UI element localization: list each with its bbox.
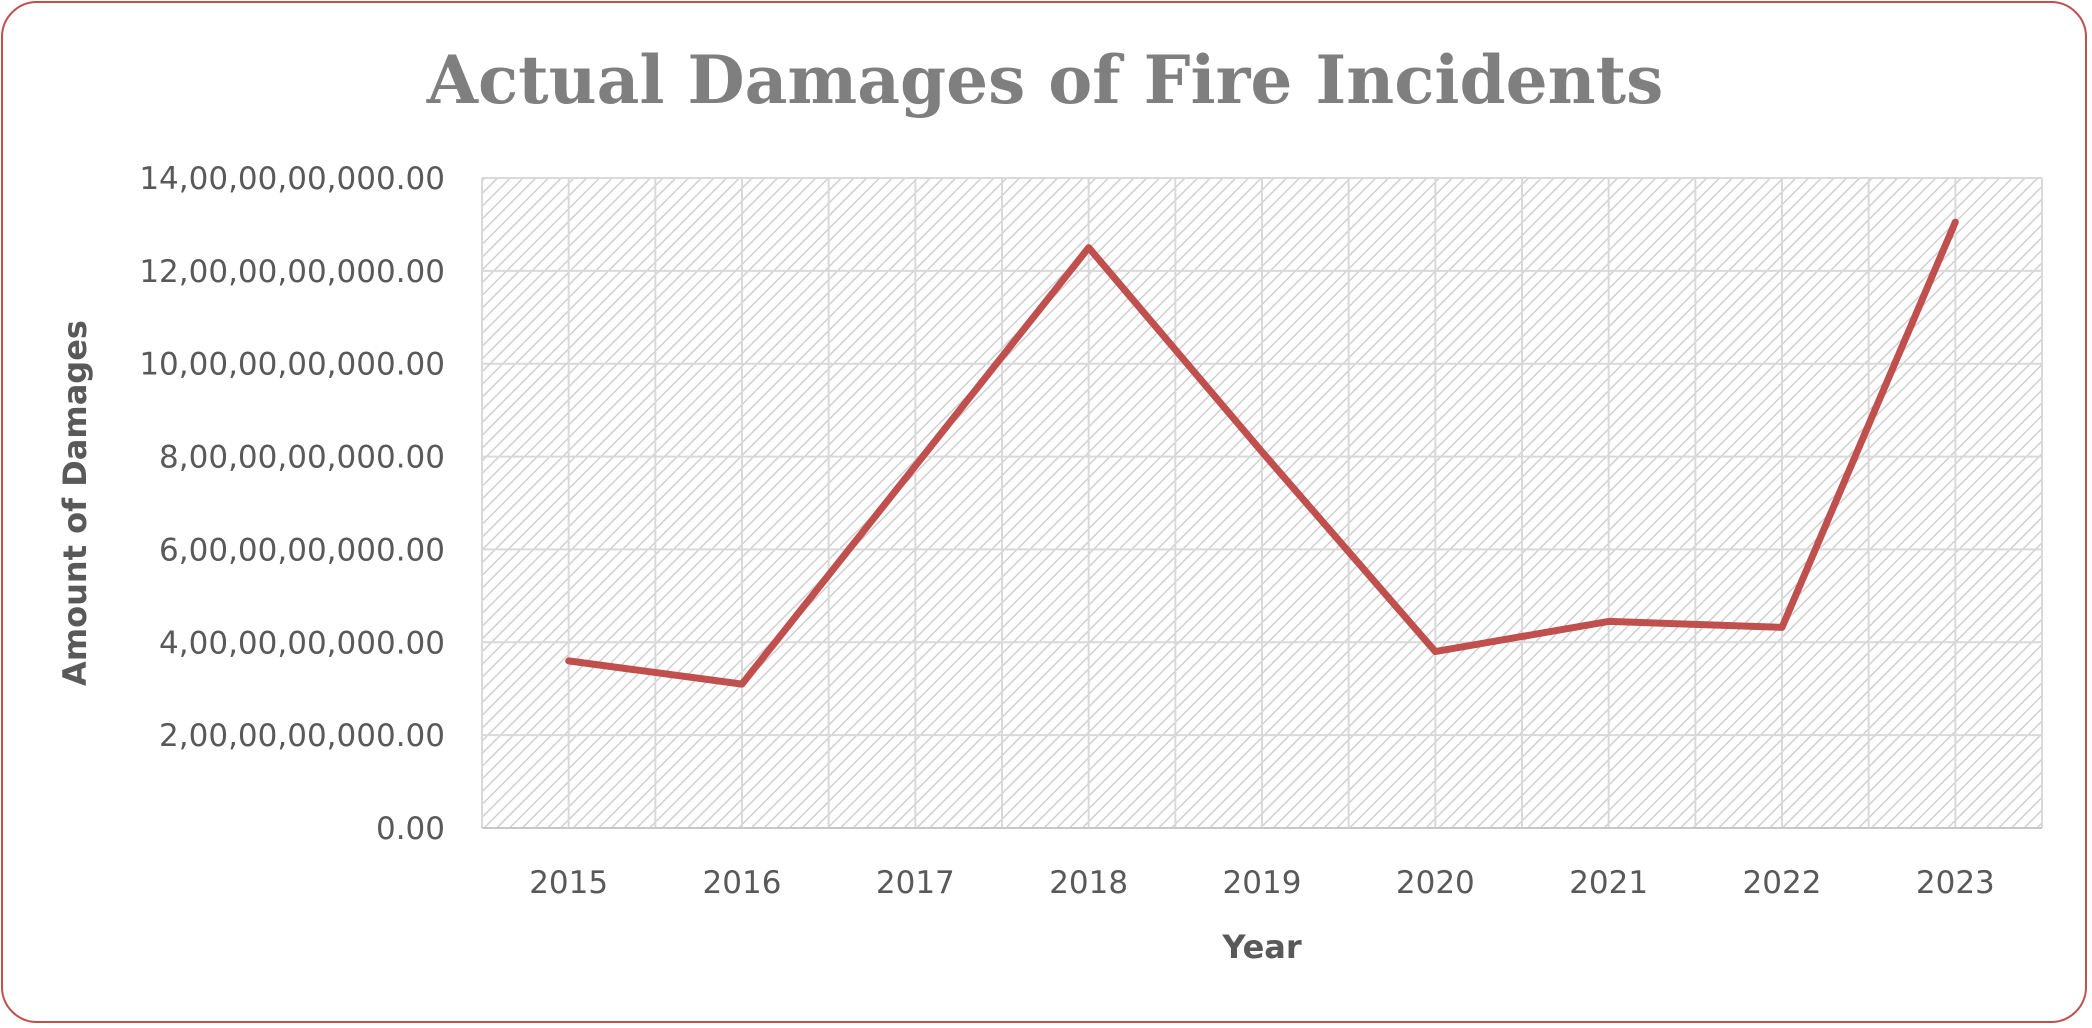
y-tick-label: 2,00,00,00,000.00: [159, 718, 445, 754]
x-tick-label: 2021: [1569, 865, 1648, 901]
x-tick-label: 2016: [703, 865, 782, 901]
x-tick-label: 2023: [1916, 865, 1995, 901]
y-tick-label: 12,00,00,00,000.00: [139, 254, 445, 290]
y-axis-title: Amount of Damages: [56, 320, 94, 686]
y-tick-label: 0.00: [376, 811, 445, 847]
x-tick-label: 2018: [1049, 865, 1128, 901]
y-tick-label: 4,00,00,00,000.00: [159, 625, 445, 661]
gridlines: [481, 177, 2043, 828]
chart-title: Actual Damages of Fire Incidents: [426, 41, 1664, 119]
x-axis-ticks: 2015 2016 2017 2018 2019 2020 2021 2022 2023: [529, 865, 1995, 901]
x-tick-label: 2017: [876, 865, 955, 901]
y-axis-ticks: 0.00 2,00,00,00,000.00 4,00,00,00,000.00 6,…: [139, 161, 445, 847]
x-tick-label: 2015: [529, 865, 608, 901]
x-tick-label: 2020: [1396, 865, 1475, 901]
y-tick-label: 6,00,00,00,000.00: [159, 532, 445, 568]
series-layer: [565, 218, 1959, 688]
x-tick-label: 2022: [1743, 865, 1822, 901]
y-tick-label: 8,00,00,00,000.00: [159, 440, 445, 476]
x-axis-title: Year: [1221, 928, 1302, 966]
x-tick-label: 2019: [1223, 865, 1302, 901]
y-tick-label: 14,00,00,00,000.00: [139, 161, 445, 197]
y-tick-label: 10,00,00,00,000.00: [139, 347, 445, 383]
series-line: [565, 218, 1959, 688]
